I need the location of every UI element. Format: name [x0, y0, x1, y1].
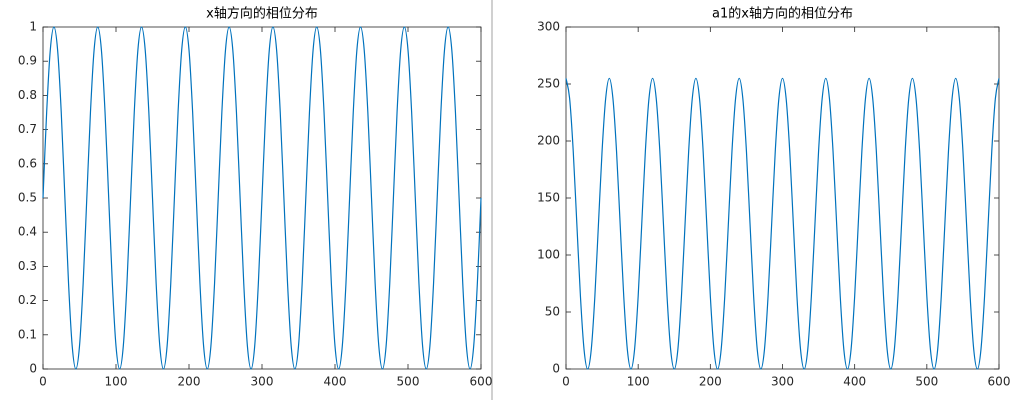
- x-tick-label: 200: [178, 375, 201, 389]
- x-tick-label: 0: [39, 375, 47, 389]
- data-line: [42, 26, 482, 370]
- y-tick-label: 0.4: [18, 225, 37, 239]
- x-tick-label: 300: [771, 375, 794, 389]
- y-tick-label: 0.8: [18, 88, 37, 102]
- chart-title: x轴方向的相位分布: [206, 6, 318, 22]
- data-line: [565, 77, 1000, 370]
- y-tick-label: 200: [537, 134, 560, 148]
- y-tick-label: 100: [537, 248, 560, 262]
- x-tick-label: 400: [324, 375, 347, 389]
- x-tick-label: 400: [843, 375, 866, 389]
- x-tick-label: 100: [105, 375, 128, 389]
- y-tick-label: 0.6: [18, 156, 37, 170]
- y-tick-label: 1: [29, 20, 37, 34]
- chart-title: a1的x轴方向的相位分布: [712, 6, 853, 22]
- y-tick-label: 0: [29, 362, 37, 376]
- x-tick-label: 500: [397, 375, 420, 389]
- y-tick-label: 150: [537, 191, 560, 205]
- y-tick-label: 0.2: [18, 293, 37, 307]
- y-tick-label: 300: [537, 20, 560, 34]
- x-tick-label: 100: [627, 375, 650, 389]
- y-tick-label: 250: [537, 77, 560, 91]
- y-tick-label: 0.1: [18, 327, 37, 341]
- y-tick-label: 50: [545, 305, 560, 319]
- x-tick-label: 0: [562, 375, 570, 389]
- x-tick-label: 500: [915, 375, 938, 389]
- y-tick-label: 0.3: [18, 259, 37, 273]
- x-tick-label: 200: [699, 375, 722, 389]
- y-tick-label: 0.9: [18, 54, 37, 68]
- x-tick-label: 300: [251, 375, 274, 389]
- y-tick-label: 0.5: [18, 191, 37, 205]
- y-tick-label: 0: [552, 362, 560, 376]
- x-tick-label: 600: [470, 375, 493, 389]
- y-tick-label: 0.7: [18, 122, 37, 136]
- x-tick-label: 600: [988, 375, 1011, 389]
